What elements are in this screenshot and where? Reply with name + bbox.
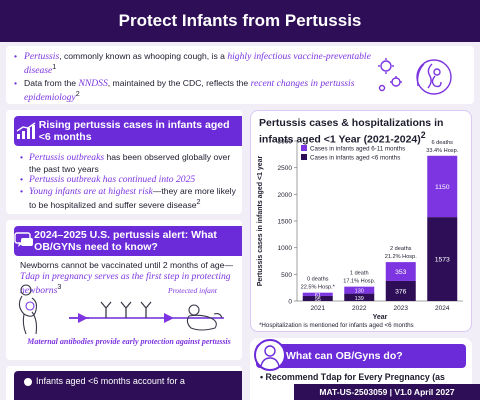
annotation-deaths: 6 deaths [432, 140, 454, 146]
y-tick-label: 0 [288, 299, 292, 306]
page-title: Protect Infants from Pertussis [118, 11, 362, 30]
x-tick-label: 2023 [394, 305, 409, 312]
infant-share-header: Infants aged <6 months account for a [14, 371, 242, 400]
annotation-deaths: 2 deaths [390, 246, 412, 252]
rising-cases-header: Rising pertussis cases in infants aged <… [14, 116, 242, 146]
obgyn-text: • Recommend Tdap for Every Pregnancy (as [260, 372, 445, 382]
stacked-bar-chart: 0 500 1000 1500 2000 2500 3000 Pertussis cases … [257, 139, 463, 321]
maternal-antibody-illustration [18, 284, 224, 335]
legend-label: Cases in infants aged <6 months [310, 155, 400, 162]
infant-icon [24, 377, 32, 386]
footer-code: MAT-US-2503059 | V1.0 April 2027 [294, 384, 480, 400]
antibody-caption: Maternal antibodies provide early protec… [27, 337, 231, 346]
x-tick-label: 2024 [435, 305, 450, 312]
nndss-term: NNDSS [78, 77, 108, 89]
legend-swatch [301, 145, 307, 151]
bar-segment [344, 286, 375, 294]
citation: 2 [75, 89, 80, 98]
doctor-icon [254, 339, 286, 371]
list-item: Young infants are at highest risk—they a… [20, 186, 238, 211]
emphasis: Pertussis outbreaks [29, 152, 105, 163]
emphasis: Tdap in pregnancy serves as the first st… [20, 270, 231, 296]
chart-title: Pertussis cases & hospitalizations in in… [259, 117, 469, 146]
intro-text: Data from the [24, 77, 79, 88]
chart-title-text: Pertussis cases & hospitalizations in in… [259, 117, 444, 146]
data-label: 1573 [435, 257, 450, 264]
intro-text: , maintained by the CDC, reflects the [107, 77, 251, 88]
intro-emphasis: recent changes in pertussis epidemiology [24, 77, 355, 103]
alert-text: Newborns cannot be vaccinated until 2 mo… [20, 260, 238, 296]
x-axis-label: Year [373, 314, 388, 321]
citation: 2 [196, 198, 201, 206]
x-tick-label: 2022 [352, 305, 367, 312]
emphasis: Pertussis outbreak has continued into 20… [29, 174, 196, 185]
bar-segment [427, 217, 458, 301]
data-label: 61 [315, 293, 321, 299]
y-tick-label: 2500 [278, 165, 293, 172]
bar-segment [344, 293, 375, 301]
data-label: 376 [395, 288, 407, 295]
annotation-hosp: 21.2% Hosp. [385, 254, 417, 260]
data-label: 130 [355, 289, 364, 295]
intro-text: , commonly known as whooping cough, is a [59, 51, 228, 61]
y-tick-label: 3000 [278, 139, 293, 146]
citation: 3 [57, 283, 62, 291]
bar-segment [385, 262, 416, 281]
y-tick-label: 1000 [278, 245, 293, 252]
bar-segment [427, 155, 458, 218]
rising-cases-title: Rising pertussis cases in infants aged <… [38, 119, 230, 143]
pregnancy-virus-icon [378, 58, 452, 95]
chat-icon [14, 226, 34, 256]
citation: 1 [52, 63, 57, 71]
data-label: 1150 [435, 184, 450, 191]
alert-header: 2024–2025 U.S. pertussis alert: What OB/… [14, 226, 242, 256]
intro-bullet-1: Pertussis, commonly known as whooping co… [14, 51, 374, 76]
y-axis-label: Pertussis cases in infants aged <1 year [257, 155, 264, 286]
obgyn-header: What can OB/Gyns do? [256, 344, 466, 368]
text: has been observed globally over the past… [29, 152, 231, 174]
annotation-deaths: 0 deaths [307, 277, 329, 283]
alert-title: 2024–2025 U.S. pertussis alert: What OB/… [34, 229, 217, 253]
y-tick-label: 1500 [278, 219, 293, 226]
y-tick-label: 500 [281, 272, 292, 279]
text: —they are more likely to be hospitalized… [29, 185, 236, 210]
intro-card: Pertussis, commonly known as whooping co… [6, 46, 474, 104]
list-item: Pertussis outbreaks has been observed gl… [20, 152, 238, 174]
pertussis-term: Pertussis [24, 51, 60, 62]
rising-chart-icon [14, 116, 39, 146]
legend-swatch [301, 154, 307, 160]
text: Newborns cannot be vaccinated until 2 mo… [20, 260, 234, 270]
annotation-hosp: 17.1% Hosp. [343, 279, 375, 285]
bar-segment [302, 295, 333, 301]
intro-emphasis: highly infectious vaccine-preventable di… [24, 51, 371, 76]
bar-segment [385, 280, 416, 301]
data-label: 139 [355, 296, 364, 302]
emphasis: Young infants are at highest risk [29, 185, 153, 197]
legend-label: Cases in infants aged 6-11 months [310, 146, 405, 153]
citation: 2 [420, 130, 426, 140]
protected-infant-label: Protected infant [168, 286, 217, 295]
y-tick-label: 2000 [278, 192, 293, 199]
list-item: Pertussis outbreak has continued into 20… [20, 174, 238, 186]
annotation-hosp: 33.4% Hosp. [426, 148, 458, 154]
chart-footnote: *Hospitalization is mentioned for infant… [259, 322, 414, 329]
rising-cases-list: Pertussis outbreaks has been observed gl… [20, 152, 238, 210]
bar-segment [302, 292, 333, 296]
alert-card: 2024–2025 U.S. pertussis alert: What OB/… [6, 220, 242, 360]
rising-cases-card: Rising pertussis cases in infants aged <… [6, 110, 242, 214]
data-label: 95 [315, 297, 321, 303]
obgyn-title: What can OB/Gyns do? [286, 350, 403, 362]
infant-share-card: Infants aged <6 months account for a [6, 366, 242, 400]
annotation-deaths: 1 death [350, 271, 369, 277]
intro-bullet-2: Data from the NNDSS, maintained by the C… [14, 78, 374, 103]
data-label: 353 [395, 269, 407, 276]
page-header: Protect Infants from Pertussis [0, 0, 480, 42]
annotation-hosp: 22.5% Hosp.* [301, 285, 336, 291]
infant-share-text: Infants aged <6 months account for a [36, 376, 185, 386]
chart-card: Pertussis cases & hospitalizations in in… [250, 110, 472, 332]
x-tick-label: 2021 [311, 305, 326, 312]
